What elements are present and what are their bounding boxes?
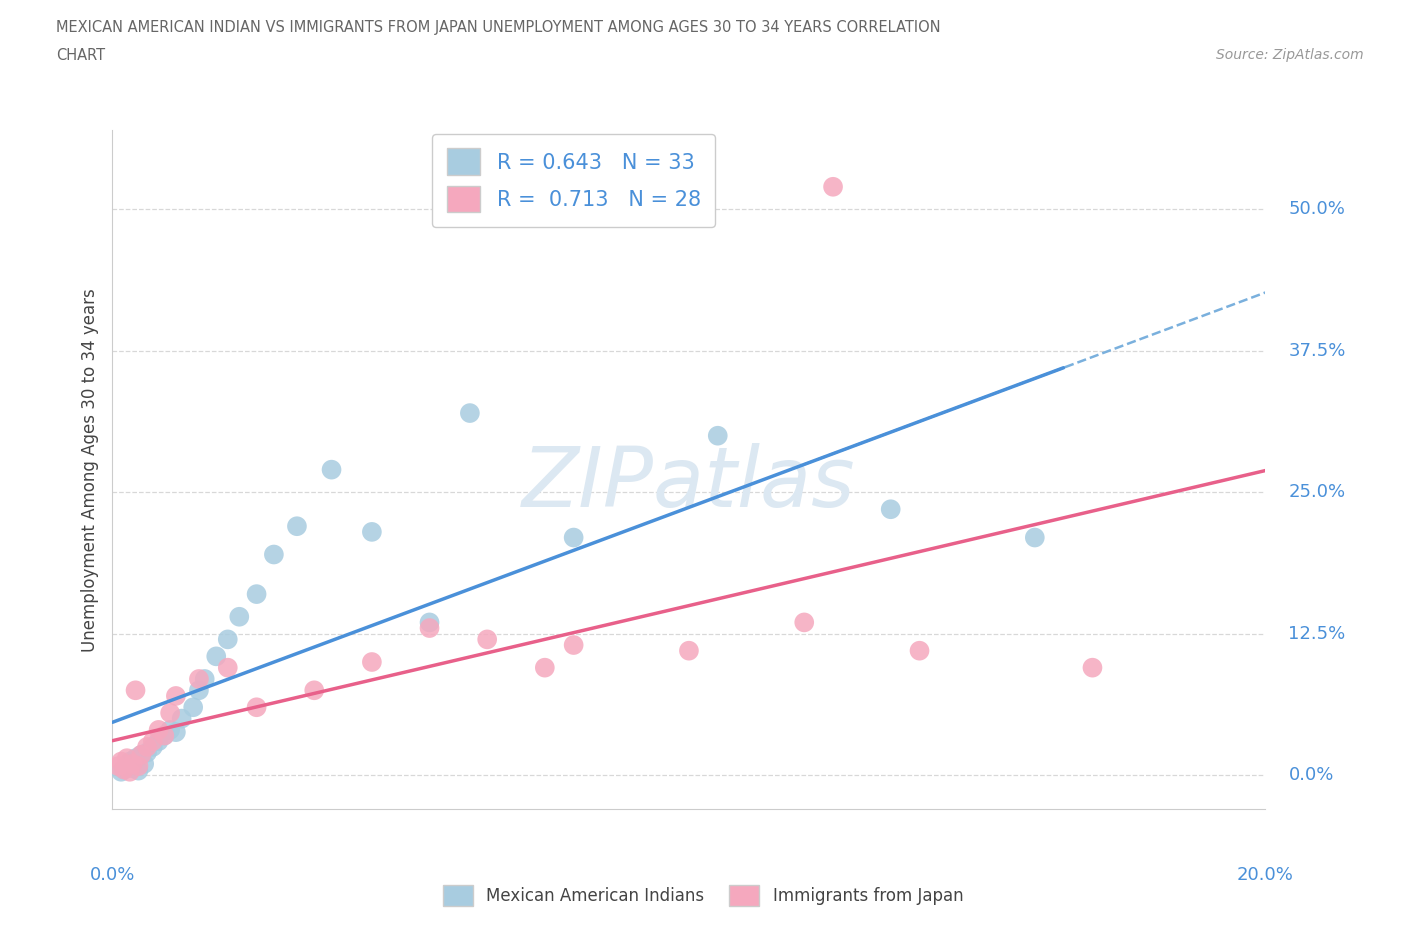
Point	[304, 683, 326, 698]
Point	[118, 764, 141, 779]
Point	[1081, 660, 1104, 675]
Point	[562, 530, 585, 545]
Point	[188, 683, 211, 698]
Point	[880, 502, 903, 517]
Point	[458, 405, 481, 420]
Text: 20.0%: 20.0%	[1237, 866, 1294, 884]
Text: 25.0%: 25.0%	[1288, 484, 1346, 501]
Point	[263, 547, 285, 562]
Point	[136, 745, 159, 760]
Point	[112, 762, 135, 777]
Point	[419, 620, 441, 635]
Point	[110, 764, 132, 779]
Point	[148, 734, 170, 749]
Point	[159, 723, 181, 737]
Point	[821, 179, 844, 194]
Point	[121, 761, 143, 776]
Point	[121, 756, 143, 771]
Text: CHART: CHART	[56, 48, 105, 63]
Point	[562, 638, 585, 653]
Point	[245, 587, 267, 602]
Point	[908, 644, 931, 658]
Legend: R = 0.643   N = 33, R =  0.713   N = 28: R = 0.643 N = 33, R = 0.713 N = 28	[432, 134, 716, 227]
Point	[360, 655, 382, 670]
Point	[142, 734, 165, 749]
Text: 0.0%: 0.0%	[90, 866, 135, 884]
Point	[127, 764, 149, 778]
Point	[194, 671, 217, 686]
Text: 37.5%: 37.5%	[1288, 342, 1346, 360]
Point	[245, 699, 267, 714]
Text: 0.0%: 0.0%	[1288, 766, 1334, 784]
Point	[129, 748, 153, 763]
Text: 12.5%: 12.5%	[1288, 625, 1346, 643]
Text: Source: ZipAtlas.com: Source: ZipAtlas.com	[1216, 48, 1364, 62]
Point	[134, 756, 156, 771]
Point	[181, 699, 204, 714]
Point	[127, 759, 149, 774]
Point	[360, 525, 382, 539]
Point	[112, 762, 135, 777]
Legend: Mexican American Indians, Immigrants from Japan: Mexican American Indians, Immigrants fro…	[436, 879, 970, 912]
Point	[475, 632, 498, 647]
Point	[118, 754, 141, 769]
Point	[110, 754, 132, 769]
Point	[419, 615, 441, 630]
Point	[142, 739, 165, 754]
Point	[170, 711, 193, 726]
Y-axis label: Unemployment Among Ages 30 to 34 years: Unemployment Among Ages 30 to 34 years	[80, 287, 98, 652]
Point	[115, 759, 138, 774]
Point	[285, 519, 308, 534]
Text: ZIPatlas: ZIPatlas	[522, 443, 856, 524]
Point	[129, 748, 153, 763]
Point	[188, 671, 211, 686]
Point	[159, 706, 181, 721]
Point	[148, 723, 170, 737]
Point	[793, 615, 815, 630]
Point	[115, 751, 138, 765]
Point	[124, 751, 146, 765]
Point	[136, 739, 159, 754]
Point	[533, 660, 555, 675]
Point	[165, 688, 187, 703]
Point	[706, 428, 728, 444]
Point	[217, 632, 239, 647]
Point	[153, 728, 176, 743]
Point	[165, 724, 187, 739]
Text: 50.0%: 50.0%	[1288, 200, 1346, 219]
Point	[1024, 530, 1046, 545]
Point	[321, 462, 343, 477]
Point	[228, 609, 250, 624]
Point	[678, 644, 700, 658]
Text: MEXICAN AMERICAN INDIAN VS IMMIGRANTS FROM JAPAN UNEMPLOYMENT AMONG AGES 30 TO 3: MEXICAN AMERICAN INDIAN VS IMMIGRANTS FR…	[56, 20, 941, 35]
Point	[153, 728, 176, 743]
Point	[205, 649, 228, 664]
Point	[107, 759, 129, 774]
Point	[217, 660, 239, 675]
Point	[124, 683, 146, 698]
